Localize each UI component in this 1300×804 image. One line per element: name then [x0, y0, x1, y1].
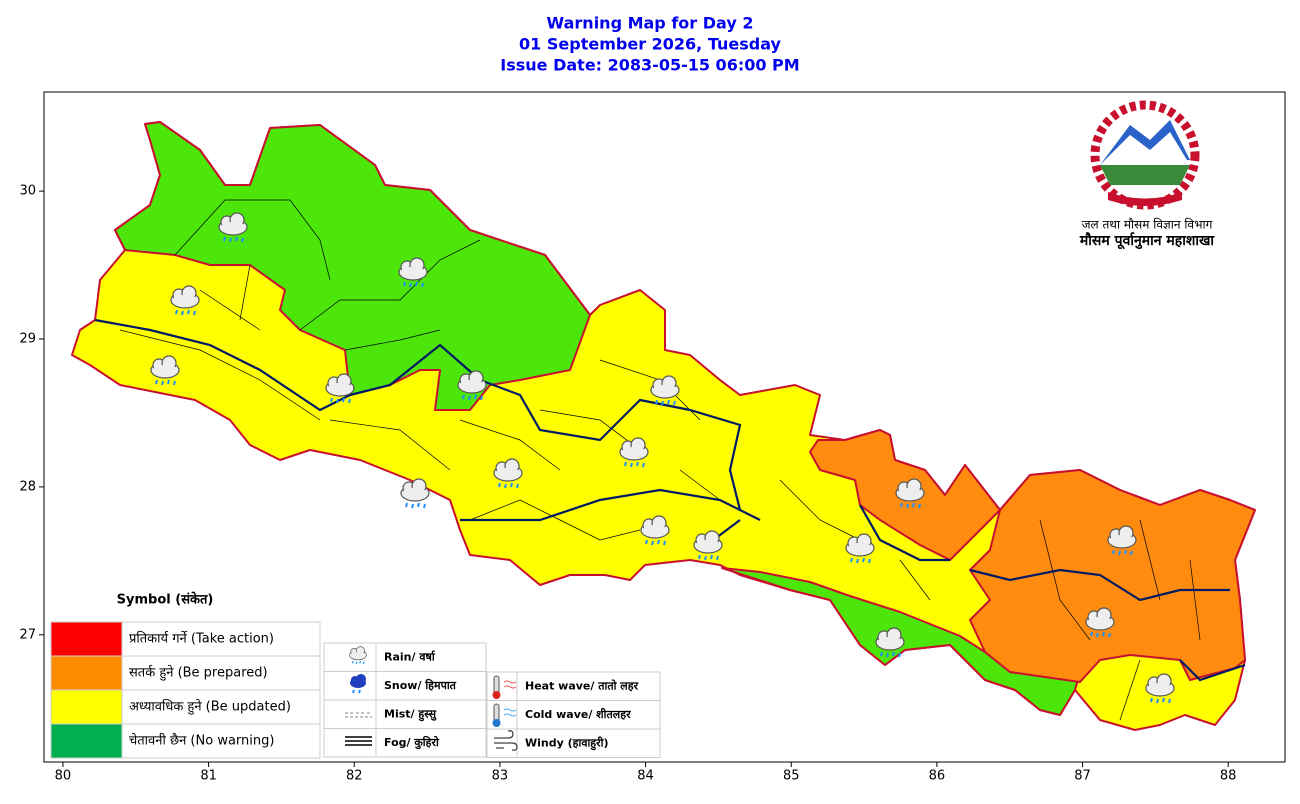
legend-cell: [121, 723, 321, 759]
symbol-icon-cell: [323, 642, 377, 672]
x-tick-label: 88: [1220, 769, 1237, 784]
legend-cell: [121, 621, 321, 657]
x-tick-label: 80: [55, 769, 72, 784]
legend: Symbol (संकेत) प्रतिकार्य गर्ने (Take ac…: [50, 592, 661, 759]
logo-text: मौसम पूर्वानुमान महाशाखा: [1079, 232, 1216, 250]
nepal-map: [71, 121, 1256, 731]
y-tick-label: 29: [19, 331, 36, 346]
x-tick-label: 83: [492, 769, 509, 784]
symbol-icon: [350, 674, 366, 694]
symbol-label-cell: [375, 728, 487, 758]
legend-label: अध्यावधिक हुने (Be updated): [129, 699, 291, 716]
y-tick-label: 28: [19, 479, 36, 494]
province-lines: [94, 318, 1246, 682]
title-line: Issue Date: 2083-05-15 06:00 PM: [500, 56, 799, 75]
x-tick-label: 82: [346, 769, 363, 784]
symbol-icon: [492, 675, 517, 699]
symbol-icon-cell: [486, 700, 518, 730]
y-tick-label: 30: [19, 184, 36, 199]
symbol-icon-cell: [323, 699, 377, 729]
region-no-warning: [114, 121, 591, 411]
symbol-icon: [345, 736, 372, 746]
x-tick-label: 85: [783, 769, 800, 784]
symbol-label: Rain/ वर्षा: [384, 649, 436, 663]
x-tick-label: 86: [929, 769, 946, 784]
logo-text: जल तथा मौसम विज्ञान विभाग: [1082, 218, 1213, 232]
logo: जल तथा मौसम विज्ञान विभाग मौसम पूर्वानुम…: [1079, 100, 1216, 250]
legend-swatch: [50, 723, 123, 759]
symbol-label: Cold wave/ शीतलहर: [525, 707, 631, 721]
legend-label: चेतावनी छैन (No warning): [129, 733, 274, 749]
x-tick-label: 81: [200, 769, 217, 784]
district-lines: [119, 199, 1201, 721]
symbol-icon-cell: [486, 671, 518, 701]
symbol-label: Snow/ हिमपात: [384, 678, 457, 692]
x-tick-label: 87: [1074, 769, 1091, 784]
symbol-icon: [494, 730, 518, 751]
legend-swatch: [50, 689, 123, 725]
legend-label: सतर्क हुने (Be prepared): [129, 665, 268, 682]
symbol-icon-cell: [323, 671, 377, 701]
legend-cell: [121, 655, 321, 691]
legend-swatch: [50, 621, 123, 657]
legend-swatch: [50, 655, 123, 691]
x-tick-label: 84: [637, 769, 654, 784]
legend-label: प्रतिकार्य गर्ने (Take action): [129, 631, 274, 647]
symbol-label: Fog/ कुहिरो: [384, 735, 440, 750]
symbol-label-cell: [375, 671, 487, 701]
symbol-label-cell: [375, 642, 487, 672]
legend-title: Symbol (संकेत): [117, 592, 214, 608]
region-prepared: [969, 469, 1256, 683]
symbol-label: Heat wave/ तातो लहर: [525, 678, 639, 692]
symbol-label: Mist/ हुस्सु: [384, 707, 437, 721]
symbol-icon-cell: [323, 728, 377, 758]
symbol-label-cell: [516, 728, 661, 758]
y-tick-label: 27: [19, 627, 36, 642]
title-line: Warning Map for Day 2: [547, 14, 754, 33]
symbol-icon: [492, 703, 517, 727]
legend-cell: [121, 689, 321, 725]
title-line: 01 September 2026, Tuesday: [519, 35, 781, 54]
symbol-label: Windy (हावाहुरी): [525, 735, 609, 750]
